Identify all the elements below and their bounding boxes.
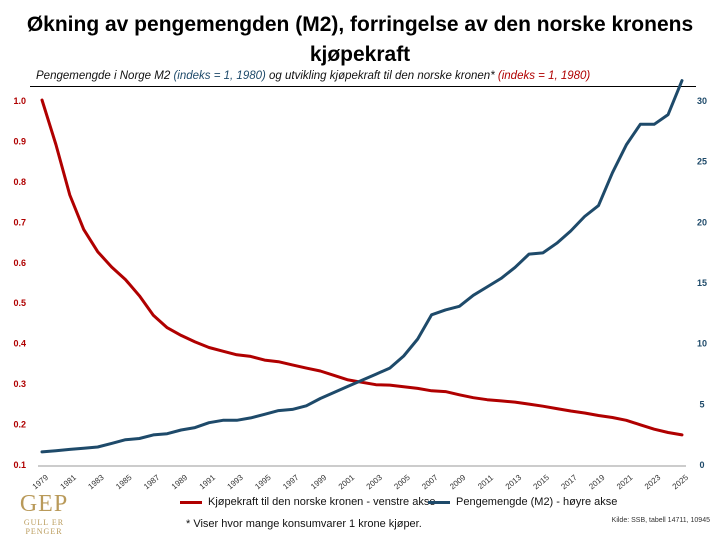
- footnote: * Viser hvor mange konsumvarer 1 krone k…: [186, 518, 422, 530]
- x-tick-label: 2011: [476, 473, 495, 491]
- x-tick-label: 1995: [253, 473, 273, 492]
- x-tick-label: 2019: [587, 473, 607, 492]
- x-tick-label: 2009: [448, 473, 468, 492]
- chart-subtitle: Pengemengde i Norge M2 (indeks = 1, 1980…: [36, 70, 716, 82]
- x-tick-label: 2023: [643, 473, 663, 492]
- y-left-tick-label: 1.0: [13, 96, 26, 106]
- y-left-tick-label: 0.2: [13, 420, 26, 430]
- y-left-tick-label: 0.4: [13, 339, 26, 349]
- y-left-tick-label: 0.1: [13, 460, 26, 470]
- y-right-tick-label: 5: [699, 399, 704, 409]
- chart-legend: Kjøpekraft til den norske kronen - venst…: [0, 496, 720, 512]
- logo: GEP GULL ER PENGER: [4, 492, 84, 536]
- legend-item-kjopekraft: Kjøpekraft til den norske kronen - venst…: [180, 496, 435, 508]
- logo-mark: GEP: [19, 491, 69, 517]
- x-tick-label: 1991: [198, 473, 218, 492]
- y-right-tick-label: 10: [697, 339, 707, 349]
- y-left-tick-label: 0.7: [13, 217, 26, 227]
- x-tick-label: 1997: [281, 473, 301, 492]
- x-tick-label: 2005: [392, 473, 412, 492]
- source-note: Kilde: SSB, tabell 14711, 10945: [611, 517, 710, 524]
- x-tick-label: 1983: [86, 473, 106, 492]
- chart-title: Økning av pengemengden (M2), forringelse…: [26, 13, 694, 66]
- x-tick-label: 1993: [225, 473, 245, 492]
- x-tick-label: 1989: [170, 473, 190, 492]
- x-tick-label: 2017: [559, 473, 579, 492]
- legend-swatch-blue: [428, 500, 450, 504]
- y-right-tick-label: 25: [697, 157, 707, 167]
- y-right-tick-label: 30: [697, 96, 707, 106]
- x-tick-label: 2007: [420, 473, 440, 492]
- series-line-kjopekraft: [40, 98, 684, 437]
- y-right-tick-label: 15: [697, 278, 707, 288]
- subtitle-part-2: (indeks = 1, 1980): [173, 70, 266, 82]
- x-tick-label: 2013: [504, 473, 524, 492]
- x-tick-label: 2015: [532, 473, 552, 492]
- series-line-pengemengde: [40, 79, 684, 454]
- y-right-tick-label: 0: [699, 460, 704, 470]
- x-tick-label: 1987: [142, 473, 162, 492]
- x-tick-label: 1979: [31, 473, 51, 492]
- y-left-tick-label: 0.5: [13, 298, 26, 308]
- y-right-tick-label: 20: [697, 217, 707, 227]
- x-tick-label: 2003: [365, 473, 385, 492]
- x-tick-label: 1985: [114, 473, 134, 492]
- subtitle-part-1: Pengemengde i Norge M2: [36, 70, 174, 82]
- legend-label-pengemengde: Pengemengde (M2) - høyre akse: [456, 496, 618, 508]
- x-tick-label: 2021: [615, 473, 635, 492]
- y-left-tick-label: 0.6: [13, 258, 26, 268]
- subtitle-part-3: og utvikling kjøpekraft til den norske k…: [265, 70, 498, 82]
- logo-name: GULL ER PENGER: [23, 518, 65, 536]
- x-tick-label: 2001: [337, 473, 357, 492]
- x-tick-label: 1981: [59, 473, 79, 492]
- y-left-tick-label: 0.8: [13, 177, 26, 187]
- legend-swatch-red: [180, 500, 202, 504]
- y-left-tick-label: 0.9: [13, 136, 26, 146]
- x-tick-label: 1999: [309, 473, 329, 492]
- x-tick-label: 2025: [671, 473, 691, 492]
- y-left-tick-label: 0.3: [13, 379, 26, 389]
- legend-item-pengemengde: Pengemengde (M2) - høyre akse: [428, 496, 617, 508]
- legend-label-kjopekraft: Kjøpekraft til den norske kronen - venst…: [208, 496, 436, 508]
- subtitle-rule: [30, 86, 696, 87]
- subtitle-part-4: (indeks = 1, 1980): [497, 70, 591, 82]
